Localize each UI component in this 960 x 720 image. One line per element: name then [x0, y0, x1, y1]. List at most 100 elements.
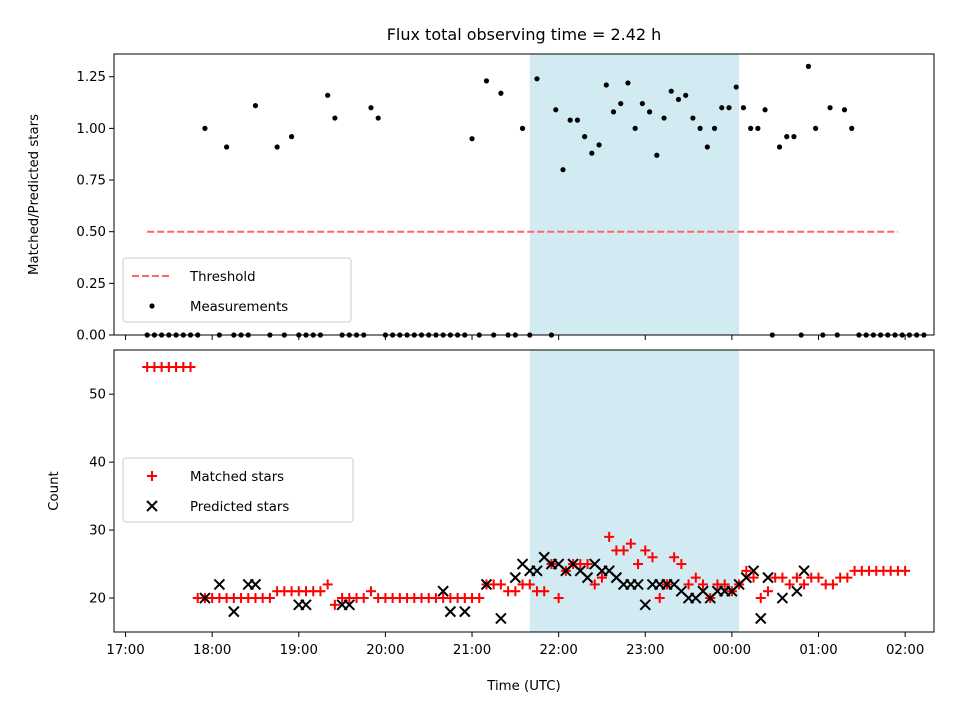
point-matched-star: [633, 559, 644, 570]
point-matched-star: [582, 559, 593, 570]
x-b: [776, 592, 789, 604]
point-matched-star: [698, 579, 709, 590]
point-matched-star: [654, 593, 665, 604]
x-b: [495, 612, 507, 625]
point-matched-star: [358, 593, 369, 604]
y-tick-label: 0.50: [76, 225, 106, 240]
point-matched-star: [539, 586, 550, 597]
point-matched-star: [640, 545, 651, 556]
y-tick-label: 0.25: [76, 277, 106, 292]
point-predicted-star: [444, 605, 457, 618]
point-measurement: [654, 152, 660, 158]
point-measurement: [224, 144, 230, 150]
point-measurement: [849, 125, 855, 131]
point-measurement: [762, 107, 768, 113]
point-predicted-star: [459, 605, 471, 618]
point-matched-star: [315, 586, 326, 597]
point-measurement: [668, 88, 674, 94]
x-b: [675, 585, 688, 597]
point-measurement: [646, 109, 653, 115]
x-b: [755, 612, 767, 625]
highlight-span: [529, 350, 740, 632]
point-measurement: [711, 125, 718, 131]
point-measurement: [791, 134, 797, 140]
x-b: [610, 571, 623, 584]
point-predicted-star: [228, 605, 240, 618]
point-matched-star: [647, 552, 658, 563]
x-b: [747, 565, 760, 577]
x-b: [509, 571, 522, 584]
point-measurement: [625, 80, 631, 86]
x-tick-label: 01:00: [799, 643, 837, 658]
x-b: [437, 585, 449, 597]
point-measurement: [805, 63, 812, 69]
legend-label: Threshold: [189, 270, 256, 285]
x-b: [213, 578, 226, 591]
point-predicted-star: [762, 571, 774, 584]
point-measurement: [675, 96, 682, 103]
point-measurement: [610, 109, 617, 115]
point-measurement: [368, 105, 374, 111]
point-matched-star: [322, 579, 333, 590]
point-measurement: [632, 125, 638, 131]
point-predicted-star: [632, 578, 644, 591]
point-matched-star: [690, 572, 701, 583]
legend: Threshold Measurements: [122, 257, 352, 323]
point-predicted-star: [213, 578, 226, 591]
y-axis-label-top: Matched/Predicted stars: [27, 114, 42, 275]
point-measurement: [553, 107, 559, 113]
point-measurement: [704, 144, 710, 150]
x-b: [574, 565, 587, 577]
point-matched-star: [676, 559, 687, 570]
point-measurement: [498, 90, 504, 96]
y-tick-label: 20: [89, 592, 106, 607]
point-measurement: [596, 142, 602, 148]
x-axis-label: Time (UTC): [486, 679, 561, 694]
point-matched-star: [784, 579, 795, 590]
point-matched-star: [719, 579, 730, 590]
point-measurement: [375, 115, 381, 121]
point-matched-star: [791, 572, 802, 583]
y-tick-label: 0.00: [76, 329, 106, 344]
legend-label: Matched stars: [190, 470, 284, 485]
x-b: [581, 571, 594, 584]
point-matched-star: [683, 579, 694, 590]
x-b: [603, 565, 615, 577]
point-predicted-star: [199, 592, 211, 604]
point-measurement: [690, 115, 696, 121]
x-tick-label: 22:00: [539, 643, 577, 658]
point-measurement: [813, 125, 819, 131]
point-measurement: [534, 76, 540, 82]
point-measurement: [560, 167, 566, 173]
y-tick-label: 40: [89, 456, 106, 471]
x-b: [668, 578, 680, 591]
point-measurement: [661, 115, 667, 121]
point-matched-star: [827, 579, 838, 590]
point-measurement: [755, 125, 761, 131]
y-tick-label: 0.75: [76, 174, 106, 189]
point-measurement: [618, 100, 624, 107]
point-measurement: [683, 92, 689, 98]
point-measurement: [483, 78, 490, 84]
point-measurement: [469, 136, 475, 142]
point-predicted-star: [747, 565, 760, 577]
point-measurement: [252, 103, 259, 109]
y-axis-label-bottom: Count: [47, 471, 62, 511]
x-tick-label: 02:00: [886, 643, 924, 658]
point-predicted-star: [581, 571, 594, 584]
point-matched-star: [842, 572, 853, 583]
point-predicted-star: [531, 565, 543, 577]
point-measurement: [697, 125, 703, 131]
point-matched-star: [329, 599, 340, 610]
point-matched-star: [741, 565, 752, 576]
point-matched-star: [474, 593, 485, 604]
point-predicted-star: [755, 612, 767, 625]
point-measurement: [567, 117, 573, 123]
point-measurement: [726, 105, 732, 111]
x-b: [531, 565, 543, 577]
point-predicted-star: [480, 578, 493, 591]
point-predicted-star: [495, 612, 507, 625]
legend-box: [122, 257, 352, 323]
x-b: [199, 592, 211, 604]
y-tick-label: 50: [89, 388, 106, 403]
